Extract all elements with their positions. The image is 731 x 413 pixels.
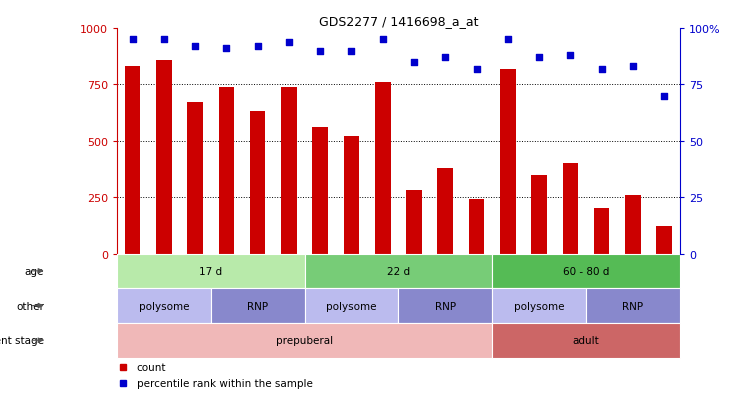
Point xyxy=(659,93,670,100)
Text: development stage: development stage xyxy=(0,335,44,345)
Text: 60 - 80 d: 60 - 80 d xyxy=(563,266,609,276)
Bar xyxy=(469,200,485,254)
Title: GDS2277 / 1416698_a_at: GDS2277 / 1416698_a_at xyxy=(319,15,478,28)
Text: percentile rank within the sample: percentile rank within the sample xyxy=(137,377,313,388)
FancyBboxPatch shape xyxy=(305,289,398,323)
Bar xyxy=(563,164,578,254)
Point xyxy=(564,52,576,59)
FancyBboxPatch shape xyxy=(117,254,305,289)
Text: polysome: polysome xyxy=(139,301,189,311)
Bar xyxy=(531,175,547,254)
Point xyxy=(439,55,451,62)
Text: RNP: RNP xyxy=(622,301,643,311)
Point xyxy=(533,55,545,62)
Point xyxy=(126,37,138,43)
Bar xyxy=(656,227,672,254)
FancyBboxPatch shape xyxy=(492,254,680,289)
Bar xyxy=(312,128,328,254)
Point xyxy=(502,37,514,43)
FancyBboxPatch shape xyxy=(305,254,492,289)
Text: polysome: polysome xyxy=(326,301,376,311)
FancyBboxPatch shape xyxy=(492,289,586,323)
Point xyxy=(221,46,232,52)
Point xyxy=(158,37,170,43)
FancyBboxPatch shape xyxy=(398,289,492,323)
Text: 17 d: 17 d xyxy=(200,266,222,276)
Point xyxy=(314,48,326,55)
Bar xyxy=(406,191,422,254)
Point xyxy=(471,66,482,73)
Bar xyxy=(125,67,140,254)
Point xyxy=(408,59,420,66)
Bar xyxy=(281,88,297,254)
FancyBboxPatch shape xyxy=(492,323,680,358)
Point xyxy=(346,48,357,55)
Text: age: age xyxy=(24,266,44,276)
Point xyxy=(627,64,639,71)
Bar xyxy=(250,112,265,254)
Bar xyxy=(156,60,172,254)
Point xyxy=(251,44,263,50)
Point xyxy=(283,39,295,46)
Bar xyxy=(625,195,641,254)
FancyBboxPatch shape xyxy=(586,289,680,323)
Text: count: count xyxy=(137,363,166,373)
Bar xyxy=(500,69,515,254)
Point xyxy=(189,44,201,50)
Text: RNP: RNP xyxy=(435,301,456,311)
Point xyxy=(596,66,607,73)
Text: polysome: polysome xyxy=(514,301,564,311)
Bar xyxy=(594,209,610,254)
Text: adult: adult xyxy=(572,335,599,345)
FancyBboxPatch shape xyxy=(211,289,305,323)
Bar xyxy=(375,83,390,254)
Point xyxy=(377,37,389,43)
Bar xyxy=(344,137,360,254)
Text: other: other xyxy=(16,301,44,311)
Bar xyxy=(437,169,453,254)
Text: RNP: RNP xyxy=(247,301,268,311)
Bar xyxy=(219,88,234,254)
Text: 22 d: 22 d xyxy=(387,266,410,276)
Bar xyxy=(187,103,203,254)
FancyBboxPatch shape xyxy=(117,289,211,323)
Text: prepuberal: prepuberal xyxy=(276,335,333,345)
FancyBboxPatch shape xyxy=(117,323,492,358)
